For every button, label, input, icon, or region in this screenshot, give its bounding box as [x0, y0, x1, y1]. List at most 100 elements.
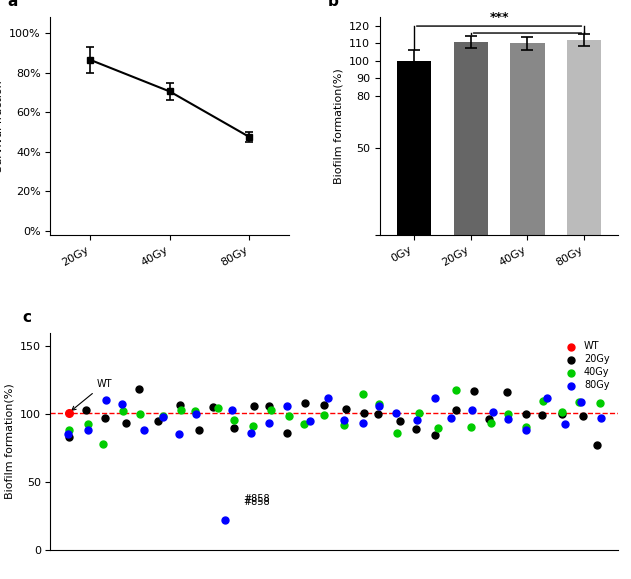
Point — [299, 420, 309, 429]
Text: #858: #858 — [243, 494, 269, 504]
Bar — [454, 42, 488, 235]
Point — [81, 405, 91, 415]
Point — [176, 405, 186, 415]
Point — [574, 397, 584, 406]
Point — [264, 401, 274, 411]
Point — [595, 398, 605, 408]
Point — [194, 426, 204, 435]
Point — [98, 439, 109, 448]
Point — [575, 398, 586, 407]
Point — [319, 411, 329, 420]
Point — [158, 413, 168, 422]
Point — [63, 429, 73, 438]
Point — [101, 395, 111, 404]
Point — [245, 428, 256, 438]
Point — [486, 419, 496, 428]
Point — [538, 397, 548, 406]
Point — [467, 405, 477, 415]
Point — [264, 419, 274, 428]
Point — [83, 419, 93, 428]
Point — [557, 409, 567, 419]
Point — [227, 406, 237, 415]
Point — [322, 393, 333, 402]
Point — [229, 415, 239, 424]
Point — [339, 420, 349, 430]
Point — [300, 398, 310, 408]
Point — [358, 419, 369, 428]
Point — [339, 415, 349, 424]
Point — [411, 424, 421, 434]
Point — [374, 402, 384, 411]
Point — [579, 412, 589, 421]
Point — [64, 426, 74, 435]
Legend: WT, 20Gy, 40Gy, 80Gy: WT, 20Gy, 40Gy, 80Gy — [558, 338, 613, 394]
Point — [503, 409, 513, 419]
Text: WT: WT — [72, 379, 112, 411]
Point — [153, 416, 163, 426]
Point — [282, 401, 292, 411]
Text: c: c — [22, 310, 31, 325]
Point — [451, 405, 461, 415]
Point — [139, 426, 150, 435]
Point — [64, 408, 74, 417]
Text: ***: *** — [489, 12, 509, 24]
Point — [374, 400, 384, 409]
Y-axis label: Survival fraction: Survival fraction — [0, 80, 4, 172]
Point — [208, 402, 218, 412]
Y-axis label: Biofilm formation(%): Biofilm formation(%) — [4, 383, 15, 499]
Point — [282, 428, 292, 438]
Point — [266, 406, 276, 415]
Point — [596, 414, 606, 423]
Point — [118, 406, 128, 416]
Bar — [397, 61, 431, 235]
Point — [469, 387, 479, 396]
Point — [484, 414, 494, 423]
Point — [158, 412, 168, 421]
Point — [560, 420, 570, 429]
Point — [229, 423, 239, 433]
Point — [521, 422, 531, 431]
Point — [319, 400, 329, 409]
Point — [466, 422, 476, 431]
Point — [189, 406, 199, 416]
Point — [395, 417, 405, 426]
Point — [392, 428, 403, 437]
Point — [430, 393, 440, 402]
Point — [284, 412, 294, 421]
Point — [542, 393, 552, 402]
Text: a: a — [8, 0, 18, 9]
Point — [521, 409, 531, 419]
Point — [433, 424, 443, 433]
Point — [305, 416, 315, 426]
Point — [521, 425, 531, 434]
Point — [100, 413, 110, 423]
Point — [191, 409, 201, 419]
Point — [414, 408, 424, 417]
Point — [488, 408, 498, 417]
Point — [249, 401, 259, 411]
Bar — [567, 40, 601, 235]
Point — [117, 400, 127, 409]
Point — [503, 415, 513, 424]
Point — [358, 390, 369, 399]
Point — [374, 409, 384, 419]
Text: #858: #858 — [243, 497, 269, 507]
Point — [538, 411, 548, 420]
Bar — [510, 43, 545, 235]
Point — [174, 429, 184, 438]
Point — [358, 408, 369, 417]
Point — [446, 413, 456, 422]
Y-axis label: Biofilm formation(%): Biofilm formation(%) — [333, 68, 343, 184]
Point — [430, 430, 440, 439]
Point — [593, 440, 603, 449]
Point — [83, 426, 93, 435]
Point — [557, 407, 567, 416]
Point — [502, 387, 512, 397]
Point — [220, 515, 230, 525]
Point — [248, 421, 258, 430]
Point — [341, 404, 351, 413]
Point — [213, 404, 223, 413]
Point — [175, 400, 185, 409]
Text: b: b — [327, 0, 338, 9]
Point — [391, 409, 401, 418]
